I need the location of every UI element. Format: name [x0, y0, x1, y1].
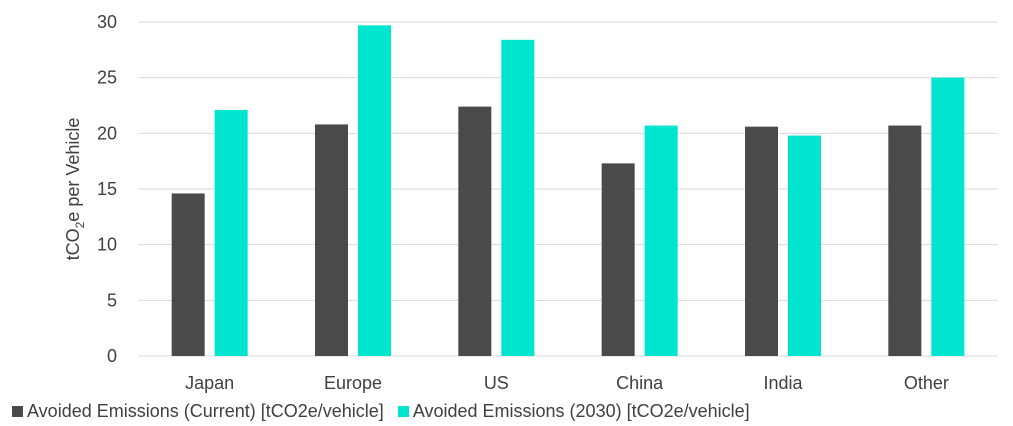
bar-2030-us — [501, 39, 535, 357]
x-category-label: US — [484, 373, 509, 393]
bar-current-india — [745, 126, 778, 356]
bar-2030-japan — [214, 109, 248, 356]
x-category-label: China — [616, 373, 664, 393]
y-axis-label: tCO2e per Vehicle — [63, 118, 87, 261]
bar-2030-other — [931, 77, 965, 357]
legend-label-current: Avoided Emissions (Current) [tCO2e/vehic… — [27, 400, 384, 421]
y-tick-label: 20 — [97, 123, 117, 143]
y-tick-label: 25 — [97, 68, 117, 88]
legend-swatch-current — [12, 405, 23, 417]
x-category-label: Europe — [324, 373, 382, 393]
bar-2030-india — [788, 135, 821, 356]
bars — [171, 25, 965, 357]
x-axis-categories: Japan Europe US China India Other — [185, 373, 949, 393]
x-category-label: India — [763, 373, 803, 393]
bar-2030-china — [644, 125, 678, 356]
legend-item-current: Avoided Emissions (Current) [tCO2e/vehic… — [12, 401, 384, 422]
x-category-label: Other — [904, 373, 949, 393]
x-category-label: Japan — [185, 373, 234, 393]
y-tick-label: 5 — [107, 290, 117, 310]
bar-2030-europe — [358, 25, 391, 357]
legend-swatch-2030 — [397, 405, 409, 417]
gridlines — [138, 21, 998, 357]
bar-current-japan — [171, 193, 205, 356]
bar-current-us — [458, 106, 492, 356]
y-tick-label: 0 — [107, 346, 117, 366]
bar-current-china — [601, 163, 635, 356]
bar-current-other — [888, 125, 922, 356]
legend: Avoided Emissions (Current) [tCO2e/vehic… — [12, 398, 1007, 424]
y-tick-label: 30 — [97, 12, 117, 32]
y-tick-label: 15 — [97, 179, 117, 199]
y-tick-label: 10 — [97, 235, 117, 255]
legend-item-2030: Avoided Emissions (2030) [tCO2e/vehicle] — [397, 400, 750, 422]
y-axis-ticks: 0 5 10 15 20 25 30 — [97, 12, 117, 366]
bar-current-europe — [315, 124, 348, 356]
legend-label-2030: Avoided Emissions (2030) [tCO2e/vehicle] — [412, 400, 750, 421]
